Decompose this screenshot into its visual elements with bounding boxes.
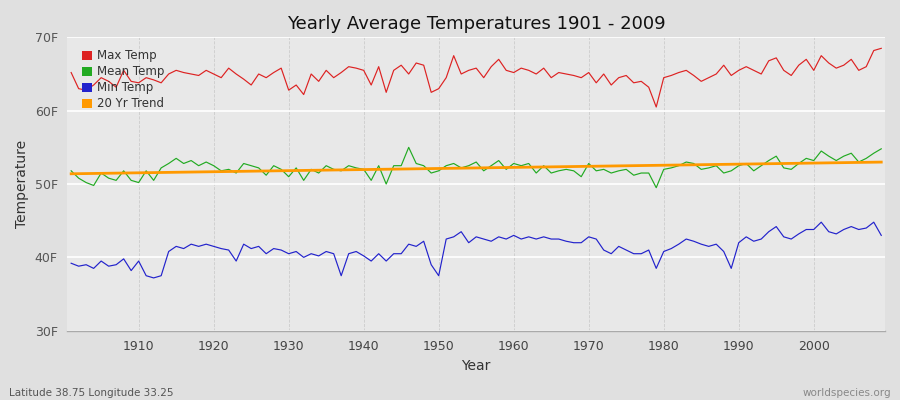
X-axis label: Year: Year — [462, 359, 490, 373]
Legend: Max Temp, Mean Temp, Min Temp, 20 Yr Trend: Max Temp, Mean Temp, Min Temp, 20 Yr Tre… — [77, 45, 169, 115]
Text: worldspecies.org: worldspecies.org — [803, 388, 891, 398]
Y-axis label: Temperature: Temperature — [15, 140, 29, 228]
Title: Yearly Average Temperatures 1901 - 2009: Yearly Average Temperatures 1901 - 2009 — [287, 15, 665, 33]
Text: Latitude 38.75 Longitude 33.25: Latitude 38.75 Longitude 33.25 — [9, 388, 174, 398]
